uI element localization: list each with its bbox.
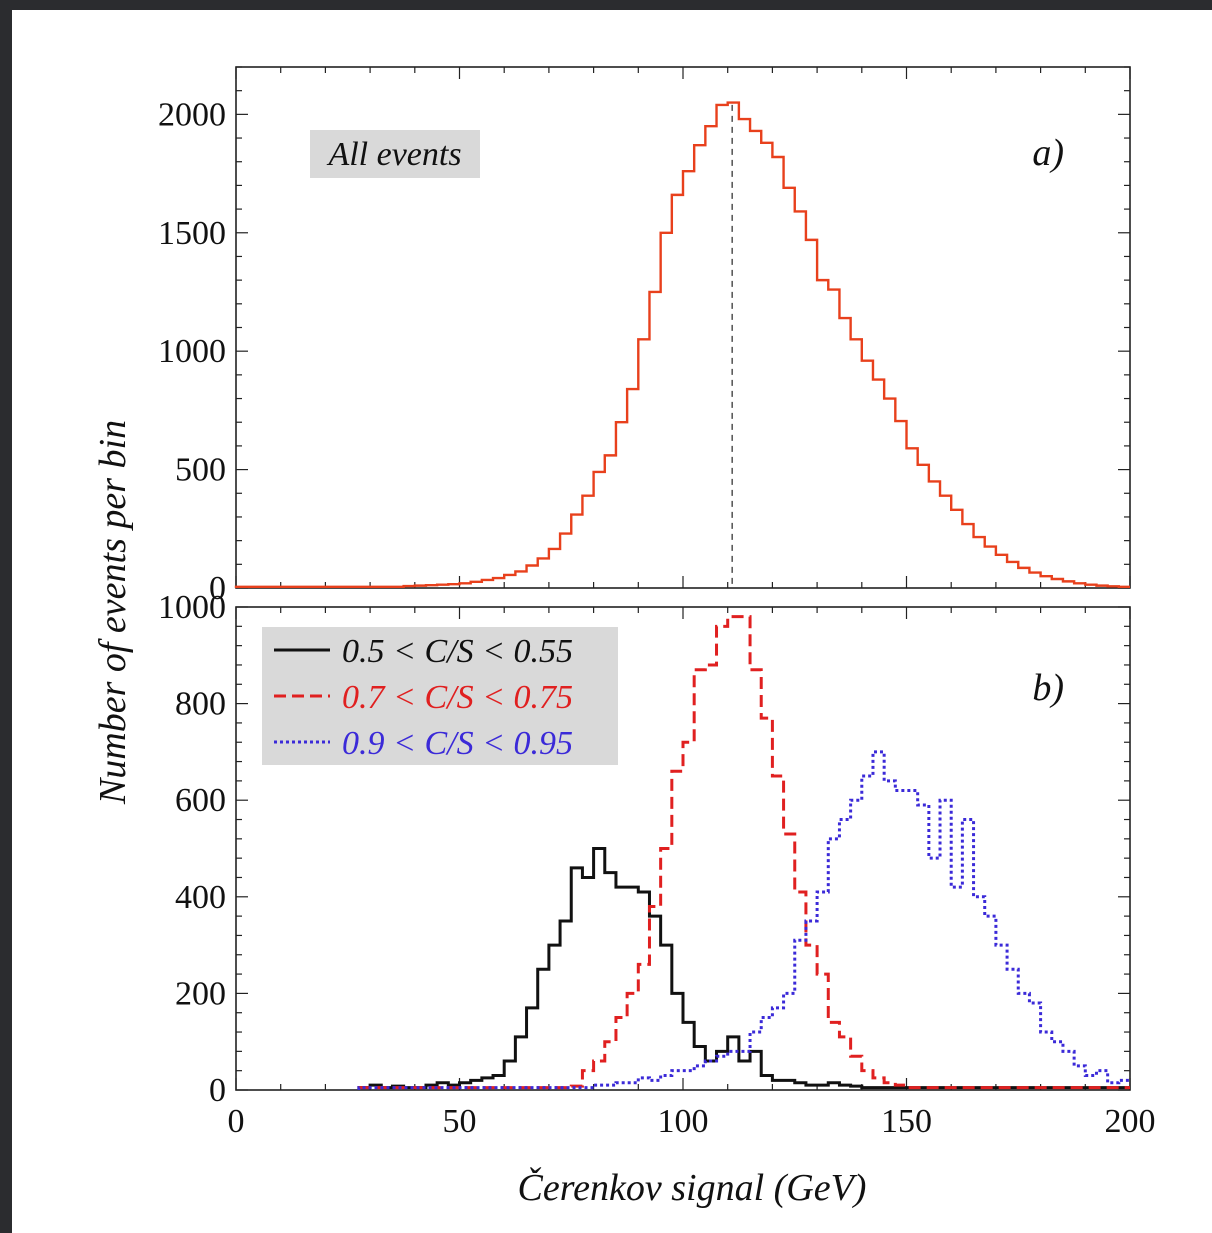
x-axis-title: Čerenkov signal (GeV) xyxy=(518,1167,867,1209)
y-tick-label: 600 xyxy=(175,782,226,819)
legend-label: 0.9 < C/S < 0.95 xyxy=(342,725,573,762)
y-tick-label: 0 xyxy=(209,570,226,607)
y-tick-label: 0 xyxy=(209,1072,226,1109)
histogram-series-1 xyxy=(234,101,1130,589)
legend-label: 0.5 < C/S < 0.55 xyxy=(342,633,573,670)
panel-a: 0 500 1000 1500 2000 All events a) xyxy=(158,66,1131,607)
y-tick-label: 2000 xyxy=(158,96,226,133)
annotation-box xyxy=(310,130,480,178)
panel-tag: b) xyxy=(1032,667,1064,709)
y-axis-title: Number of events per bin xyxy=(92,420,134,805)
y-tick-label: 400 xyxy=(175,879,226,916)
panel-b: 0 200 400 600 800 1000 0 50 100 150 200 0.5 < C/S <… xyxy=(158,589,1156,1140)
x-tick-label: 50 xyxy=(443,1103,477,1140)
legend-label: 0.7 < C/S < 0.75 xyxy=(342,679,573,716)
y-tick-label: 1000 xyxy=(158,333,226,370)
figure-frame: 0 500 1000 1500 2000 All events a) 0 200 400 600 8… xyxy=(12,10,1212,1233)
x-tick-label: 100 xyxy=(658,1103,709,1140)
x-tick-label: 0 xyxy=(228,1103,245,1140)
y-tick-label: 500 xyxy=(175,452,226,489)
y-tick-label: 800 xyxy=(175,686,226,723)
x-tick-label: 200 xyxy=(1105,1103,1156,1140)
histogram-series-2 xyxy=(357,615,1130,1090)
annotation-text: All events xyxy=(326,136,461,173)
y-tick-label: 1000 xyxy=(158,589,226,626)
panel-tag: a) xyxy=(1032,132,1064,174)
histogram-series-1 xyxy=(357,847,1130,1090)
x-tick-label: 150 xyxy=(881,1103,932,1140)
y-tick-label: 200 xyxy=(175,975,226,1012)
histogram-series-3 xyxy=(357,750,1130,1090)
y-tick-label: 1500 xyxy=(158,215,226,252)
